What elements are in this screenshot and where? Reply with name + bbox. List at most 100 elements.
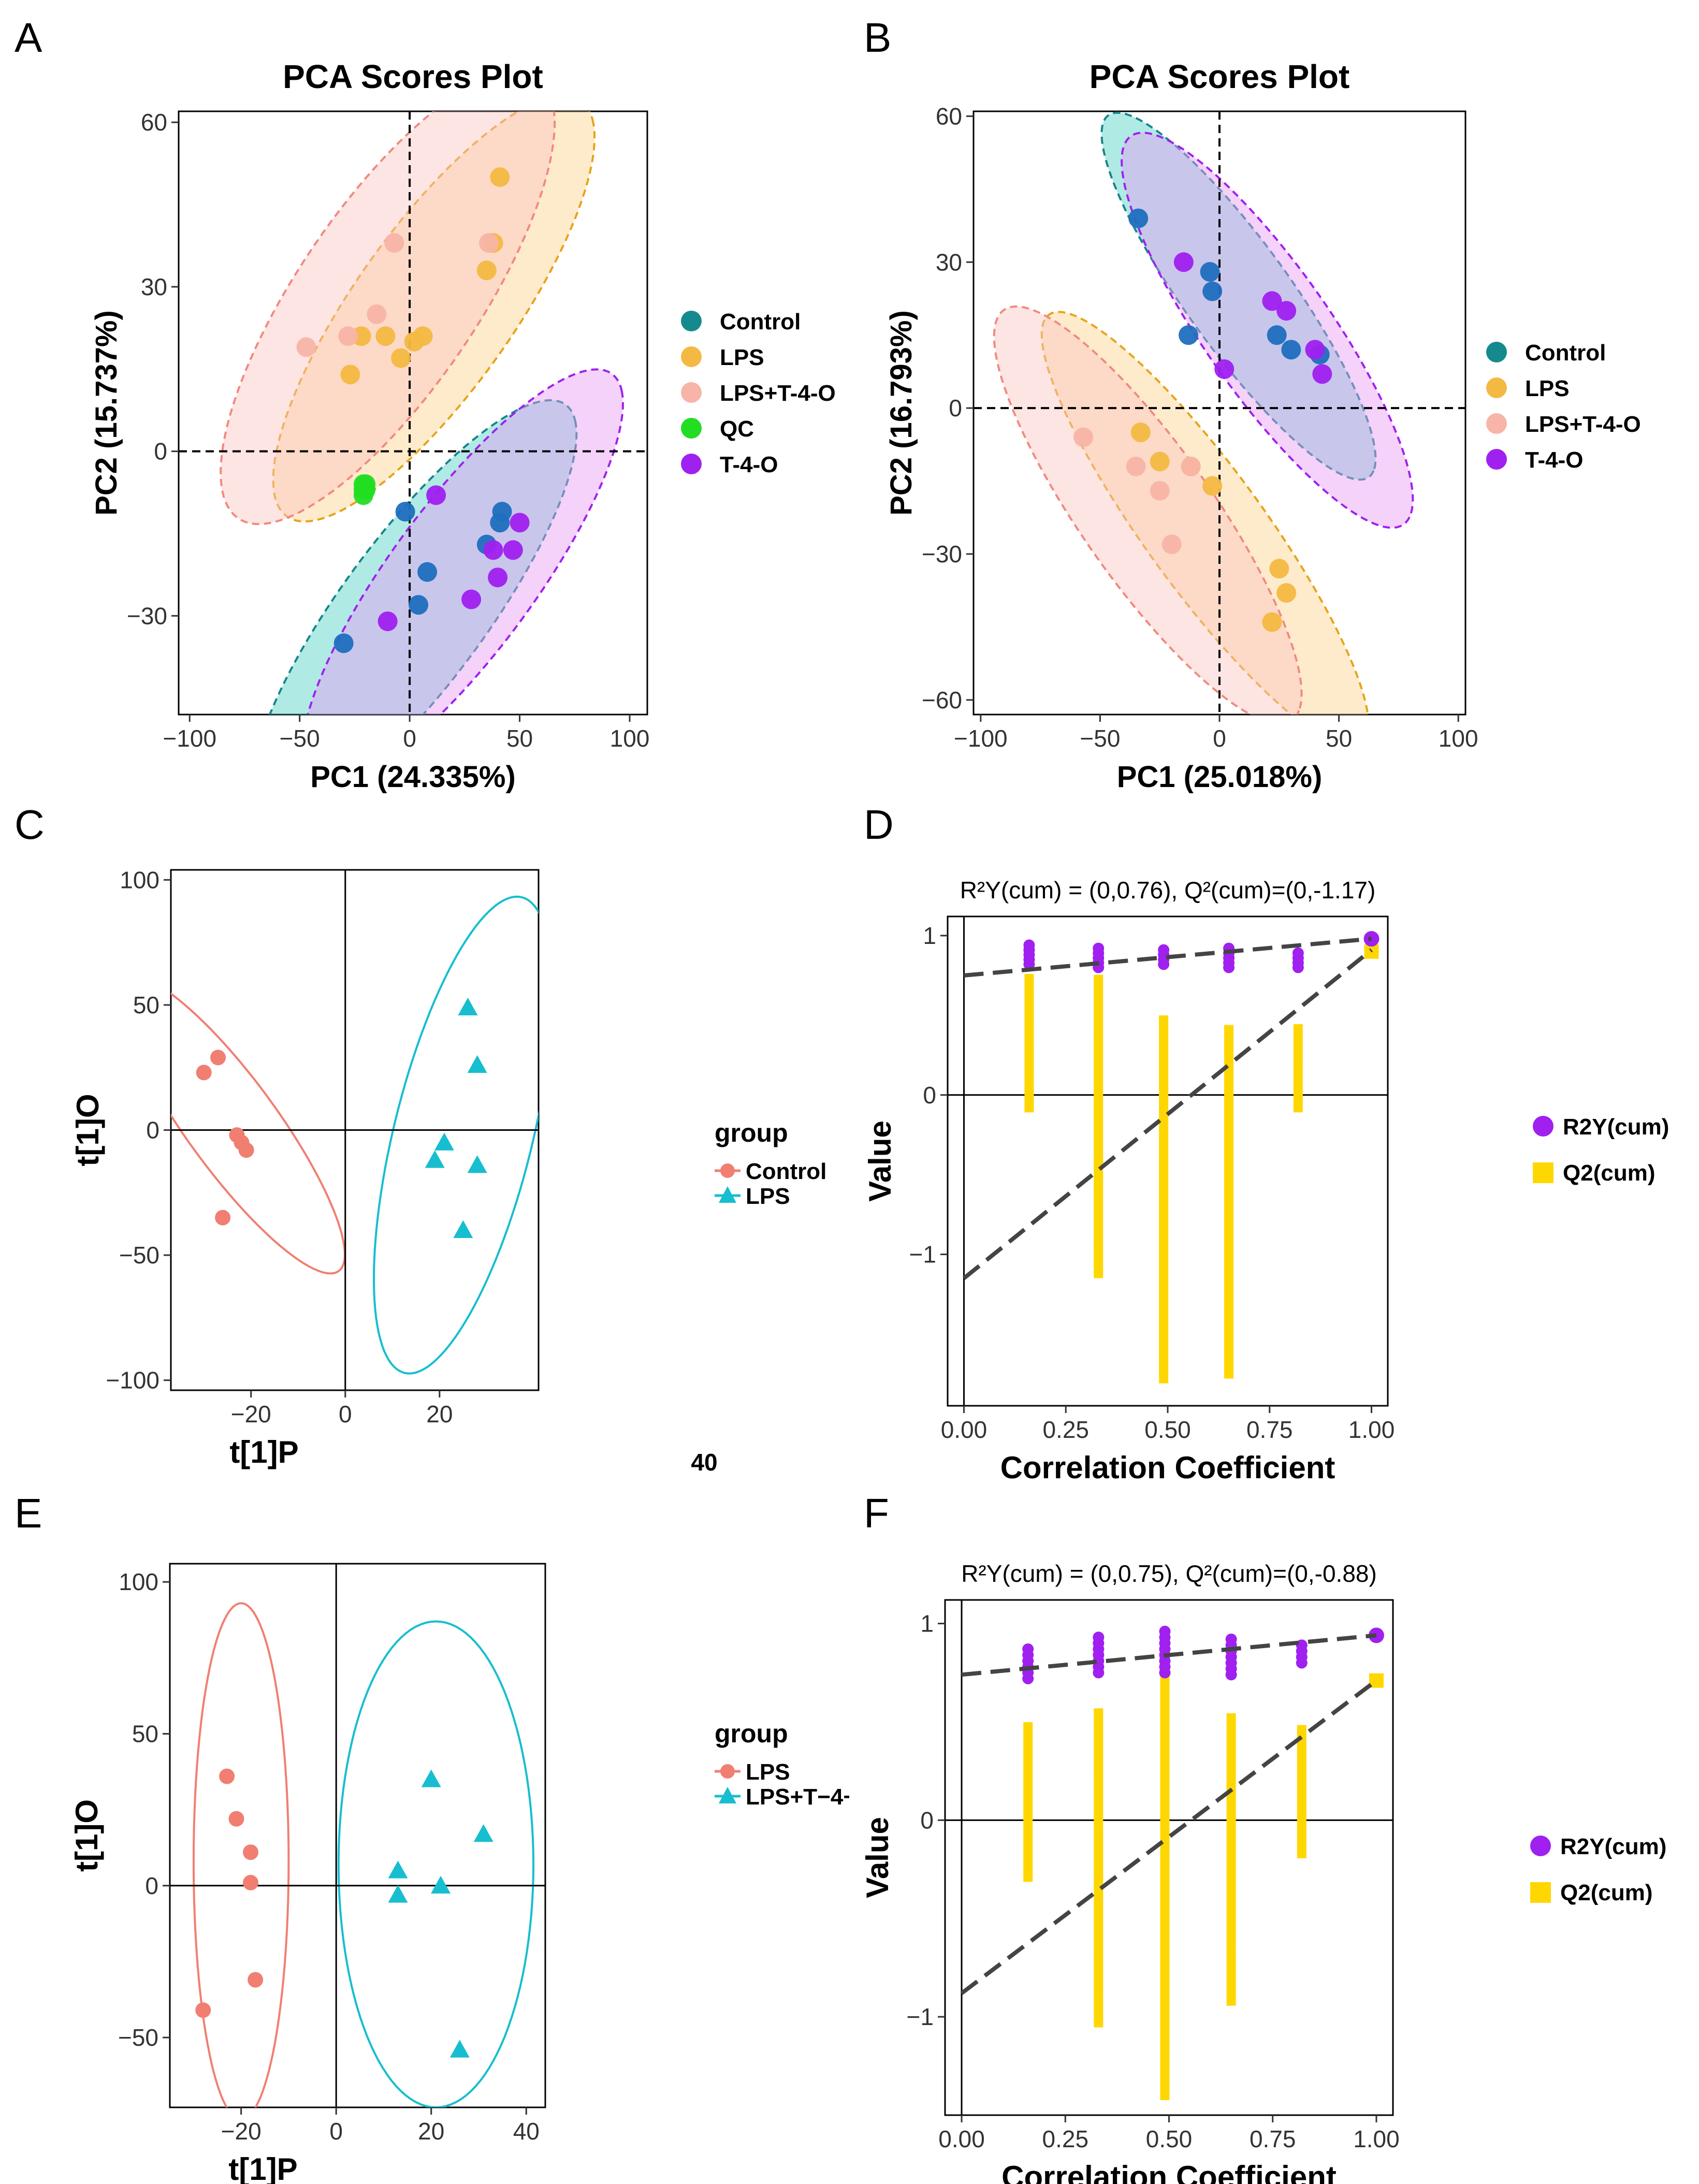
y-axis-label: Value (860, 1817, 895, 1898)
q2-point (1024, 1010, 1034, 1020)
q2-point (1297, 1760, 1306, 1770)
q2-point (1160, 1967, 1170, 1976)
legend-key-q2 (1533, 1162, 1553, 1183)
panel-letter: D (864, 802, 894, 848)
ellipse-lps (272, 111, 596, 523)
q2-point (1159, 1058, 1169, 1068)
point-lps (476, 260, 497, 281)
r2y-point (1225, 1633, 1237, 1645)
y-tick-label: 0 (146, 1117, 159, 1144)
q2-point (1159, 1323, 1169, 1333)
q2-point (1226, 1987, 1236, 1997)
x-tick-label: 0.75 (1250, 2125, 1296, 2152)
point-lps-t-4-o (338, 326, 358, 346)
q2-point (1297, 1778, 1306, 1788)
q2-point (1226, 1749, 1236, 1758)
q2-point (1094, 1025, 1103, 1035)
y-tick-label: −30 (922, 541, 962, 567)
legend-key (720, 1163, 735, 1178)
q2-point (1094, 1197, 1103, 1206)
q2-point (1160, 1860, 1170, 1870)
point-control (196, 1065, 212, 1081)
panel-letter: E (14, 1490, 42, 1536)
q2-point (1159, 1123, 1169, 1132)
q2-point (1226, 1819, 1236, 1829)
point-lps (1150, 452, 1170, 472)
point-control (333, 633, 354, 653)
panel-letter: F (864, 1490, 889, 1536)
q2-point (1160, 1852, 1170, 1861)
q2-point (1224, 1075, 1234, 1085)
q2-point (1224, 1140, 1234, 1149)
q2-point (1094, 1140, 1103, 1149)
q2-point (1226, 1978, 1236, 1988)
point-t-4-o (488, 567, 508, 588)
legend-key (681, 346, 702, 367)
q2-point (1159, 1029, 1169, 1039)
q2-point (1224, 1341, 1234, 1350)
q2-point (1159, 1202, 1169, 1212)
q2-point (1094, 1111, 1103, 1120)
q2-point (1094, 1032, 1103, 1042)
legend-label: LPS (746, 1759, 790, 1785)
q2-point (1159, 1072, 1169, 1082)
q2-point (1023, 1722, 1033, 1731)
q2-point (1024, 974, 1034, 984)
q2-point (1160, 1737, 1170, 1746)
q2-point (1226, 1828, 1236, 1838)
q2-point (1226, 1926, 1236, 1935)
q2-point (1293, 1024, 1303, 1034)
q2-point (1094, 1717, 1103, 1727)
legend-label: LPS (746, 1184, 790, 1209)
plot-area (171, 870, 539, 1390)
q2-point (1159, 1144, 1169, 1154)
q2-point (1094, 1247, 1103, 1257)
q2-point (1159, 1280, 1169, 1290)
q2-point (1224, 1132, 1234, 1142)
q2-point (1226, 1731, 1236, 1741)
q2-point (1159, 1216, 1169, 1226)
q2-point (1159, 1116, 1169, 1126)
q2-point (1094, 1938, 1103, 1948)
q2-point (1159, 1352, 1169, 1362)
x-tick-label: 0 (1213, 725, 1226, 752)
q2-point (1226, 1740, 1236, 1750)
chart-e: E −20 0 20 40 −50 0 50 100 t[1]P t[1]O group LPSLPS+… (14, 1490, 849, 2184)
q2-point (1094, 1858, 1103, 1868)
q2-point (1094, 1876, 1103, 1886)
q2-point (1094, 1003, 1103, 1013)
y-tick-label: 60 (936, 103, 962, 129)
q2-point (1226, 1890, 1236, 1900)
q2-point (1094, 1991, 1103, 2001)
q2-point (1094, 1735, 1103, 1744)
plot-frame (169, 1563, 546, 2108)
q2-point (1159, 1044, 1169, 1054)
q2-point (1224, 1297, 1234, 1307)
y-tick-label: 0 (920, 1807, 934, 1833)
point-lps-t-4-o (388, 1860, 408, 1879)
legend-title: group (715, 1719, 788, 1748)
plot-area (179, 111, 647, 715)
q2-point (1160, 1683, 1170, 1693)
q2-point (1224, 1276, 1234, 1286)
q2-point (1159, 1173, 1169, 1183)
point-lps-t-4-o (1073, 427, 1094, 447)
q2-point (1094, 1017, 1103, 1027)
q2-point (1297, 1769, 1306, 1779)
q2-point (1159, 1309, 1169, 1319)
q2-point (1094, 1183, 1103, 1192)
y-tick-label: 50 (133, 992, 159, 1018)
legend-label: R2Y(cum) (1560, 1834, 1666, 1859)
q2-point (1023, 1757, 1033, 1767)
y-tick-label: 30 (936, 249, 962, 275)
q2-point (1226, 1801, 1236, 1811)
q2-point (1224, 1240, 1234, 1250)
q2-point (1224, 1290, 1234, 1300)
q2-point (1094, 1132, 1103, 1142)
x-tick-label: 0.00 (938, 2125, 985, 2152)
y-axis-label: t[1]O (69, 1799, 104, 1872)
q2-point (1160, 1728, 1170, 1738)
point-t-4-o (461, 589, 482, 609)
q2-point (1224, 1032, 1234, 1042)
r2y-point (1023, 939, 1035, 951)
